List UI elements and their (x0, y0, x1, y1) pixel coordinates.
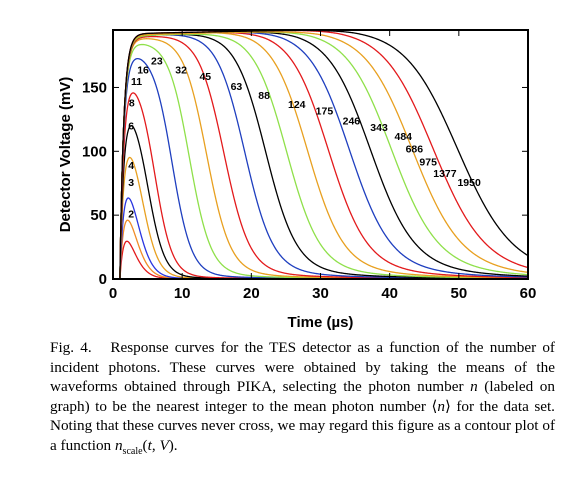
curve-label-246: 246 (343, 115, 361, 127)
curve-label-975: 975 (419, 156, 437, 168)
response-curves-chart: 2346811162332456388124175246343484686975… (57, 29, 537, 330)
curve-label-6: 6 (128, 121, 134, 133)
x-axis-ticks: 0 10 20 30 40 50 60 (109, 30, 537, 302)
figure-caption: Fig. 4. Response curves for the TES dete… (50, 338, 555, 461)
curve-label-16: 16 (137, 64, 149, 76)
caption-text: Response curves for the TES detector as … (50, 339, 555, 457)
curve-label-343: 343 (370, 122, 388, 134)
x-tick-label: 30 (312, 285, 329, 302)
x-tick-label: 20 (243, 285, 260, 302)
x-tick-label: 40 (381, 285, 398, 302)
x-axis-title: Time (µs) (288, 314, 354, 330)
curve-label-3: 3 (128, 177, 134, 189)
x-tick-label: 0 (109, 285, 117, 302)
curve-label-484: 484 (395, 131, 413, 143)
x-tick-label: 10 (174, 285, 191, 302)
curve-label-88: 88 (258, 90, 270, 102)
y-axis-title: Detector Voltage (mV) (57, 77, 74, 233)
y-axis-ticks: 0 50 100 150 (82, 79, 528, 288)
y-tick-label: 50 (90, 207, 107, 224)
y-tick-label: 0 (99, 271, 107, 288)
curve-label-45: 45 (199, 71, 211, 83)
caption-label: Fig. 4. (50, 339, 111, 356)
curve-label-1377: 1377 (433, 168, 457, 180)
curve-label-124: 124 (288, 99, 306, 111)
curve-label-23: 23 (151, 55, 163, 67)
curve-labels-layer: 2346811162332456388124175246343484686975… (128, 55, 481, 220)
curve-label-8: 8 (129, 98, 135, 110)
curve-label-2: 2 (128, 209, 134, 221)
curve-label-11: 11 (131, 76, 142, 88)
curve-n-8 (113, 125, 528, 280)
curve-label-686: 686 (406, 144, 424, 156)
y-tick-label: 150 (82, 79, 107, 96)
curve-label-175: 175 (316, 105, 334, 117)
curve-label-1950: 1950 (457, 177, 481, 189)
x-tick-label: 60 (520, 285, 537, 302)
curve-label-4: 4 (128, 160, 134, 172)
x-tick-label: 50 (450, 285, 467, 302)
curve-label-32: 32 (175, 64, 187, 76)
curve-label-63: 63 (231, 81, 243, 93)
y-tick-label: 100 (82, 143, 107, 160)
